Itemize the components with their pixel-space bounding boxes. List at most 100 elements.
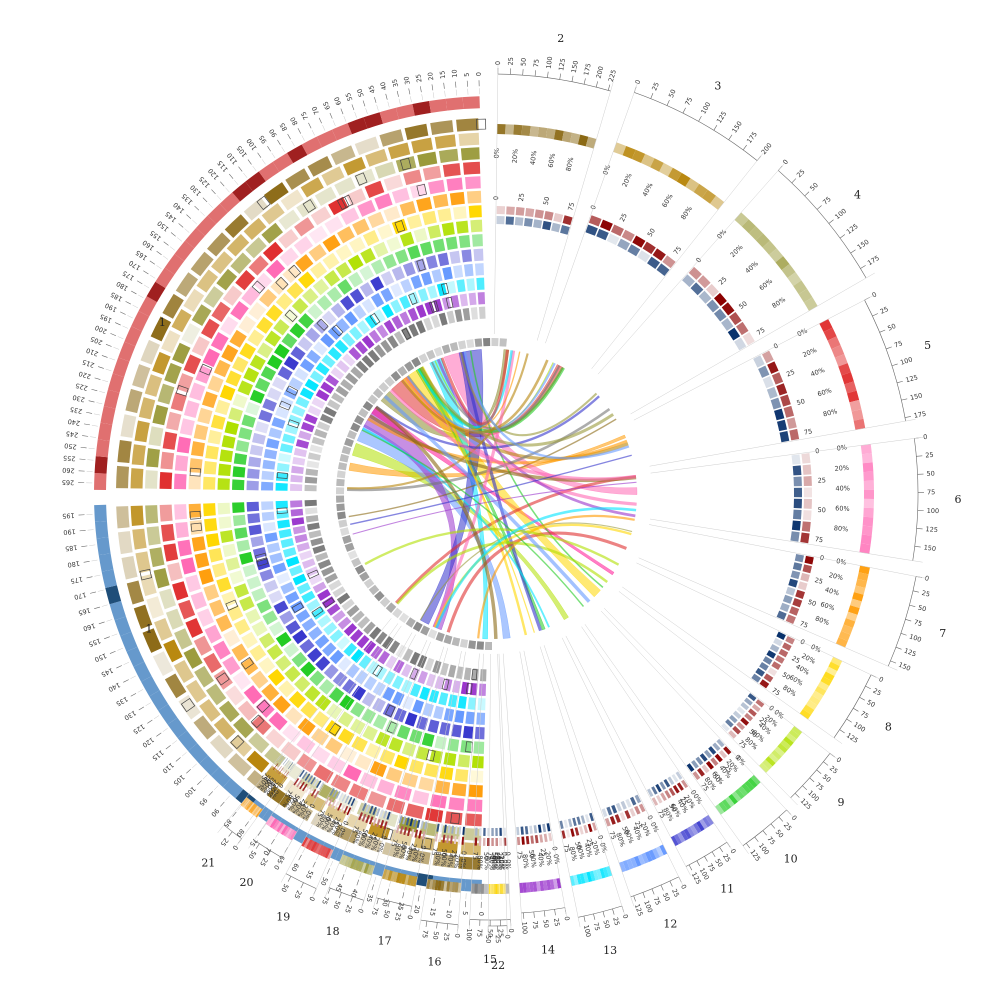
heatmap-axis-label: 25 [408, 843, 418, 853]
highlight-box [287, 419, 300, 429]
spoke-line [102, 379, 109, 382]
track-cell [310, 812, 336, 834]
track-cell [117, 439, 132, 464]
heatmap-axis-label: 25 [818, 476, 827, 484]
inner-ring-cell [374, 590, 385, 602]
tick-label: 0 [924, 574, 930, 583]
guide-line [409, 651, 462, 917]
feature-track-cell [392, 871, 399, 883]
track-cell [256, 342, 274, 359]
track-cell [308, 529, 322, 539]
heatmap-red-cell [604, 817, 611, 827]
percent-axis-label: 20% [828, 571, 844, 582]
track-cell [243, 197, 269, 221]
heatmap-red-cell [789, 428, 800, 441]
track-cell [295, 396, 310, 409]
tick-mark [859, 697, 865, 701]
track-cell [214, 399, 231, 416]
track-cell [161, 330, 181, 354]
tick-label: 0 [790, 814, 799, 822]
tick-mark [86, 576, 93, 579]
ideogram-band [94, 456, 108, 474]
track-cell [243, 217, 267, 241]
heatmap-axis-label: 50 [439, 848, 448, 857]
track-cell [323, 270, 341, 287]
spoke-line [359, 872, 362, 878]
track-cell [419, 686, 431, 701]
ideogram-band [96, 537, 111, 556]
tick-label: 100 [699, 101, 712, 116]
track-cell [237, 700, 258, 721]
track-cell [239, 342, 257, 360]
inner-ring-cell [397, 365, 408, 377]
feature-track-cell [659, 844, 668, 856]
feature-track-cell [667, 167, 682, 182]
tick-mark [277, 139, 281, 146]
track-cell [408, 759, 424, 775]
track-cell [377, 650, 390, 665]
track-cell [275, 482, 288, 491]
highlight-box [189, 510, 201, 520]
feature-track-cell [823, 327, 837, 341]
track-cell [291, 465, 304, 474]
heatmap-axis-label: 25 [449, 850, 458, 859]
track-cell [204, 518, 218, 532]
track-cell [458, 856, 481, 870]
track-cell [288, 565, 303, 577]
feature-track-cell [443, 881, 448, 892]
track-cell [233, 453, 248, 465]
track-cell [262, 610, 278, 626]
feature-track-cell [240, 797, 248, 806]
track-cell [315, 362, 330, 376]
guide-line [324, 641, 432, 897]
track-cell [249, 644, 267, 662]
track-cell [312, 710, 330, 728]
inner-ring-cell [338, 519, 348, 528]
track-cell [133, 604, 153, 630]
heatmap-axis-label: 25 [331, 816, 342, 827]
tick-label: 75 [532, 59, 541, 68]
tick-label: 50 [541, 919, 550, 928]
track-cell [348, 271, 364, 288]
tick-label: 50 [713, 857, 724, 868]
spoke-line [163, 255, 169, 260]
track-cell [362, 725, 378, 742]
feature-track-cell [491, 883, 493, 894]
feature-track-cell [860, 534, 872, 545]
tick-mark [156, 732, 162, 737]
track-cell [284, 591, 300, 605]
heatmap-axis-label: 50 [290, 793, 301, 804]
tick-mark [399, 903, 401, 910]
track-cell [264, 746, 286, 768]
spoke-line [432, 92, 435, 99]
heatmap-axis-label: 75 [471, 851, 479, 860]
tick-label: 0 [356, 908, 365, 914]
percent-axis-label: 20% [729, 243, 745, 259]
feature-track-cell [762, 240, 777, 255]
chromosome-label: 13 [603, 944, 617, 957]
tick-mark [651, 888, 655, 895]
track-cell [263, 448, 278, 460]
feature-track-cell [556, 878, 562, 889]
feature-track-cell [269, 818, 278, 829]
track-cell [272, 695, 291, 714]
track-cell [221, 435, 236, 449]
spoke-line [376, 104, 379, 111]
heatmap-blue-cell [546, 823, 551, 832]
track-cell [308, 225, 328, 244]
heatmap-red-cell [579, 826, 584, 835]
feature-track-cell [775, 256, 790, 271]
spoke-line [91, 425, 98, 427]
track-cell [411, 137, 434, 154]
heatmap-blue-cell [495, 827, 498, 836]
heatmap-axis-label: 25 [369, 831, 379, 841]
track-cell [293, 447, 308, 458]
ideogram-band [138, 296, 158, 317]
track-cell [210, 414, 226, 430]
track-cell [306, 349, 321, 364]
track-cell [450, 294, 460, 309]
track-cell [285, 620, 301, 635]
feature-track-cell [357, 861, 364, 872]
heatmap-blue-cell [671, 773, 679, 783]
track-cell [309, 370, 325, 384]
